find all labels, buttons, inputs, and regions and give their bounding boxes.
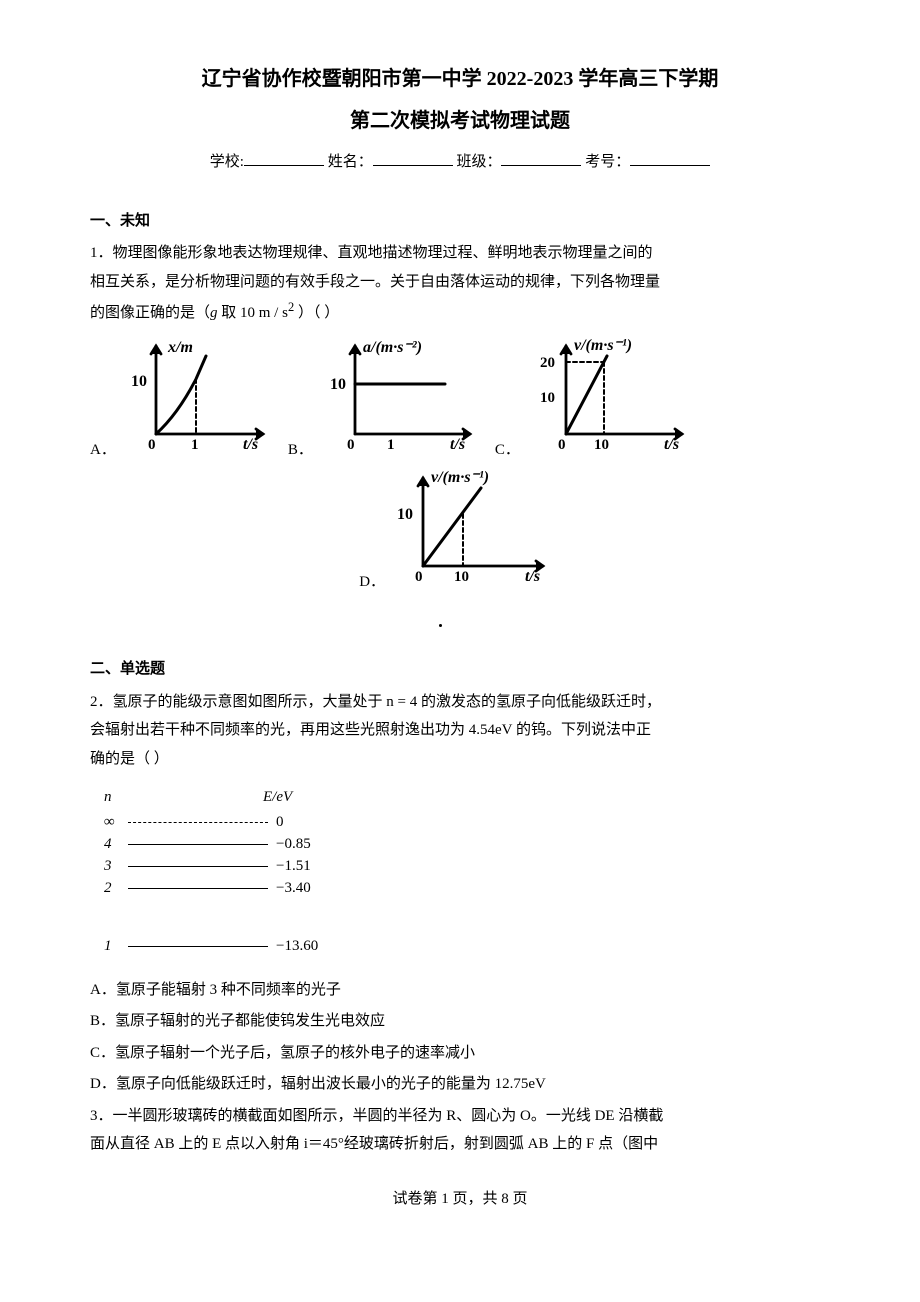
school-blank <box>244 150 324 166</box>
energy-line-4 <box>128 844 268 845</box>
q1-optD-label: D． <box>359 574 385 590</box>
student-info-line: 学校: 姓名： 班级： 考号： <box>90 148 830 177</box>
energy-line-1 <box>128 946 268 947</box>
energy-E-1: −13.60 <box>276 932 318 961</box>
school-label: 学校: <box>210 154 244 170</box>
q1-stem-line1: 1．物理图像能形象地表达物理规律、直观地描述物理过程、鲜明地表示物理量之间的 <box>90 239 830 268</box>
title-line2: 第二次模拟考试物理试题 <box>90 102 830 140</box>
svg-text:1: 1 <box>191 437 199 453</box>
energy-level-diagram: n E/eV ∞ 0 4 −0.85 3 −1.51 2 −3.40 1 −13… <box>104 783 830 958</box>
energy-E-2: −3.40 <box>276 874 311 903</box>
q1-optB-label: B． <box>288 436 313 465</box>
q2-choice-A: A．氢原子能辐射 3 种不同频率的光子 <box>90 976 830 1005</box>
q1-stem-line2: 相互关系，是分析物理问题的有效手段之一。关于自由落体运动的规律，下列各物理量 <box>90 268 830 297</box>
q2-stem-line3: 确的是（ ） <box>90 745 830 774</box>
svg-text:10: 10 <box>330 376 346 393</box>
class-label: 班级： <box>456 154 501 170</box>
svg-text:t/s: t/s <box>664 436 679 453</box>
q1-graph-C: v/(m·s⁻¹) 20 10 0 10 t/s <box>532 334 697 465</box>
q1-options-row1: A． x/m 10 0 1 t/s B． <box>90 334 830 465</box>
svg-text:0: 0 <box>347 437 355 453</box>
energy-level-inf: ∞ 0 <box>104 812 830 834</box>
title-line1: 辽宁省协作校暨朝阳市第一中学 2022-2023 学年高三下学期 <box>90 60 830 98</box>
separator-dot <box>439 624 442 627</box>
energy-line-3 <box>128 866 268 867</box>
q2-stem-line1: 2．氢原子的能级示意图如图所示，大量处于 n = 4 的激发态的氢原子向低能级跃… <box>90 688 830 717</box>
q1-stem-line3: 的图像正确的是（g 取 10 m / s2 ）（ ） <box>90 296 830 328</box>
q2-stem-line2: 会辐射出若干种不同频率的光，再用这些光照射逸出功为 4.54eV 的钨。下列说法… <box>90 716 830 745</box>
energy-line-inf <box>128 822 268 823</box>
energy-n-1: 1 <box>104 932 128 961</box>
svg-text:10: 10 <box>397 506 413 523</box>
q1-graph-B: a/(m·s⁻²) 10 0 1 t/s <box>325 334 485 465</box>
q3-line1: 3．一半圆形玻璃砖的横截面如图所示，半圆的半径为 R、圆心为 O。一光线 DE … <box>90 1102 830 1131</box>
page-footer: 试卷第 1 页，共 8 页 <box>90 1185 830 1214</box>
energy-head-E: E/eV <box>263 783 292 812</box>
name-blank <box>373 150 453 166</box>
svg-text:0: 0 <box>415 569 423 585</box>
energy-line-2 <box>128 888 268 889</box>
q3-line2: 面从直径 AB 上的 E 点以入射角 i＝45°经玻璃砖折射后，射到圆弧 AB … <box>90 1130 830 1159</box>
svg-text:20: 20 <box>540 355 555 371</box>
examno-label: 考号： <box>585 154 630 170</box>
class-blank <box>501 150 581 166</box>
name-label: 姓名： <box>328 154 373 170</box>
q1-graph-D: v/(m·s⁻¹) 10 0 10 t/s <box>391 466 561 597</box>
svg-text:1: 1 <box>387 437 395 453</box>
section-2-heading: 二、单选题 <box>90 655 830 684</box>
svg-text:v/(m·s⁻¹): v/(m·s⁻¹) <box>574 337 632 354</box>
energy-head-n: n <box>104 783 128 812</box>
q1-options-row2: D． v/(m·s⁻¹) 10 0 10 t/s <box>90 466 830 597</box>
svg-text:a/(m·s⁻²): a/(m·s⁻²) <box>363 339 422 356</box>
q2-choice-C: C．氢原子辐射一个光子后，氢原子的核外电子的速率减小 <box>90 1039 830 1068</box>
svg-text:0: 0 <box>558 437 566 453</box>
examno-blank <box>630 150 710 166</box>
svg-text:10: 10 <box>131 373 147 390</box>
energy-n-2: 2 <box>104 874 128 903</box>
energy-level-4: 4 −0.85 <box>104 834 830 856</box>
q1-stem-prefix: 的图像正确的是（ <box>90 305 210 321</box>
svg-text:10: 10 <box>454 569 469 585</box>
q1-stem-suffix: ）（ ） <box>294 305 339 321</box>
svg-text:10: 10 <box>594 437 609 453</box>
energy-level-3: 3 −1.51 <box>104 856 830 878</box>
q1-g-symbol: g <box>210 305 218 321</box>
svg-text:v/(m·s⁻¹): v/(m·s⁻¹) <box>431 469 489 486</box>
energy-level-2: 2 −3.40 <box>104 878 830 900</box>
svg-text:t/s: t/s <box>450 436 465 453</box>
svg-text:t/s: t/s <box>243 436 258 453</box>
svg-text:0: 0 <box>148 437 156 453</box>
section-1-heading: 一、未知 <box>90 207 830 236</box>
svg-text:x/m: x/m <box>167 339 193 356</box>
svg-text:t/s: t/s <box>525 568 540 585</box>
svg-text:10: 10 <box>540 390 555 406</box>
q1-optA-label: A． <box>90 436 116 465</box>
q1-stem-mid: 取 10 m / s <box>218 305 288 321</box>
q1-graph-A: x/m 10 0 1 t/s <box>128 334 278 465</box>
q1-optC-label: C． <box>495 436 520 465</box>
energy-level-1: 1 −13.60 <box>104 936 830 958</box>
q2-choice-D: D．氢原子向低能级跃迁时，辐射出波长最小的光子的能量为 12.75eV <box>90 1070 830 1099</box>
q2-choice-B: B．氢原子辐射的光子都能使钨发生光电效应 <box>90 1007 830 1036</box>
